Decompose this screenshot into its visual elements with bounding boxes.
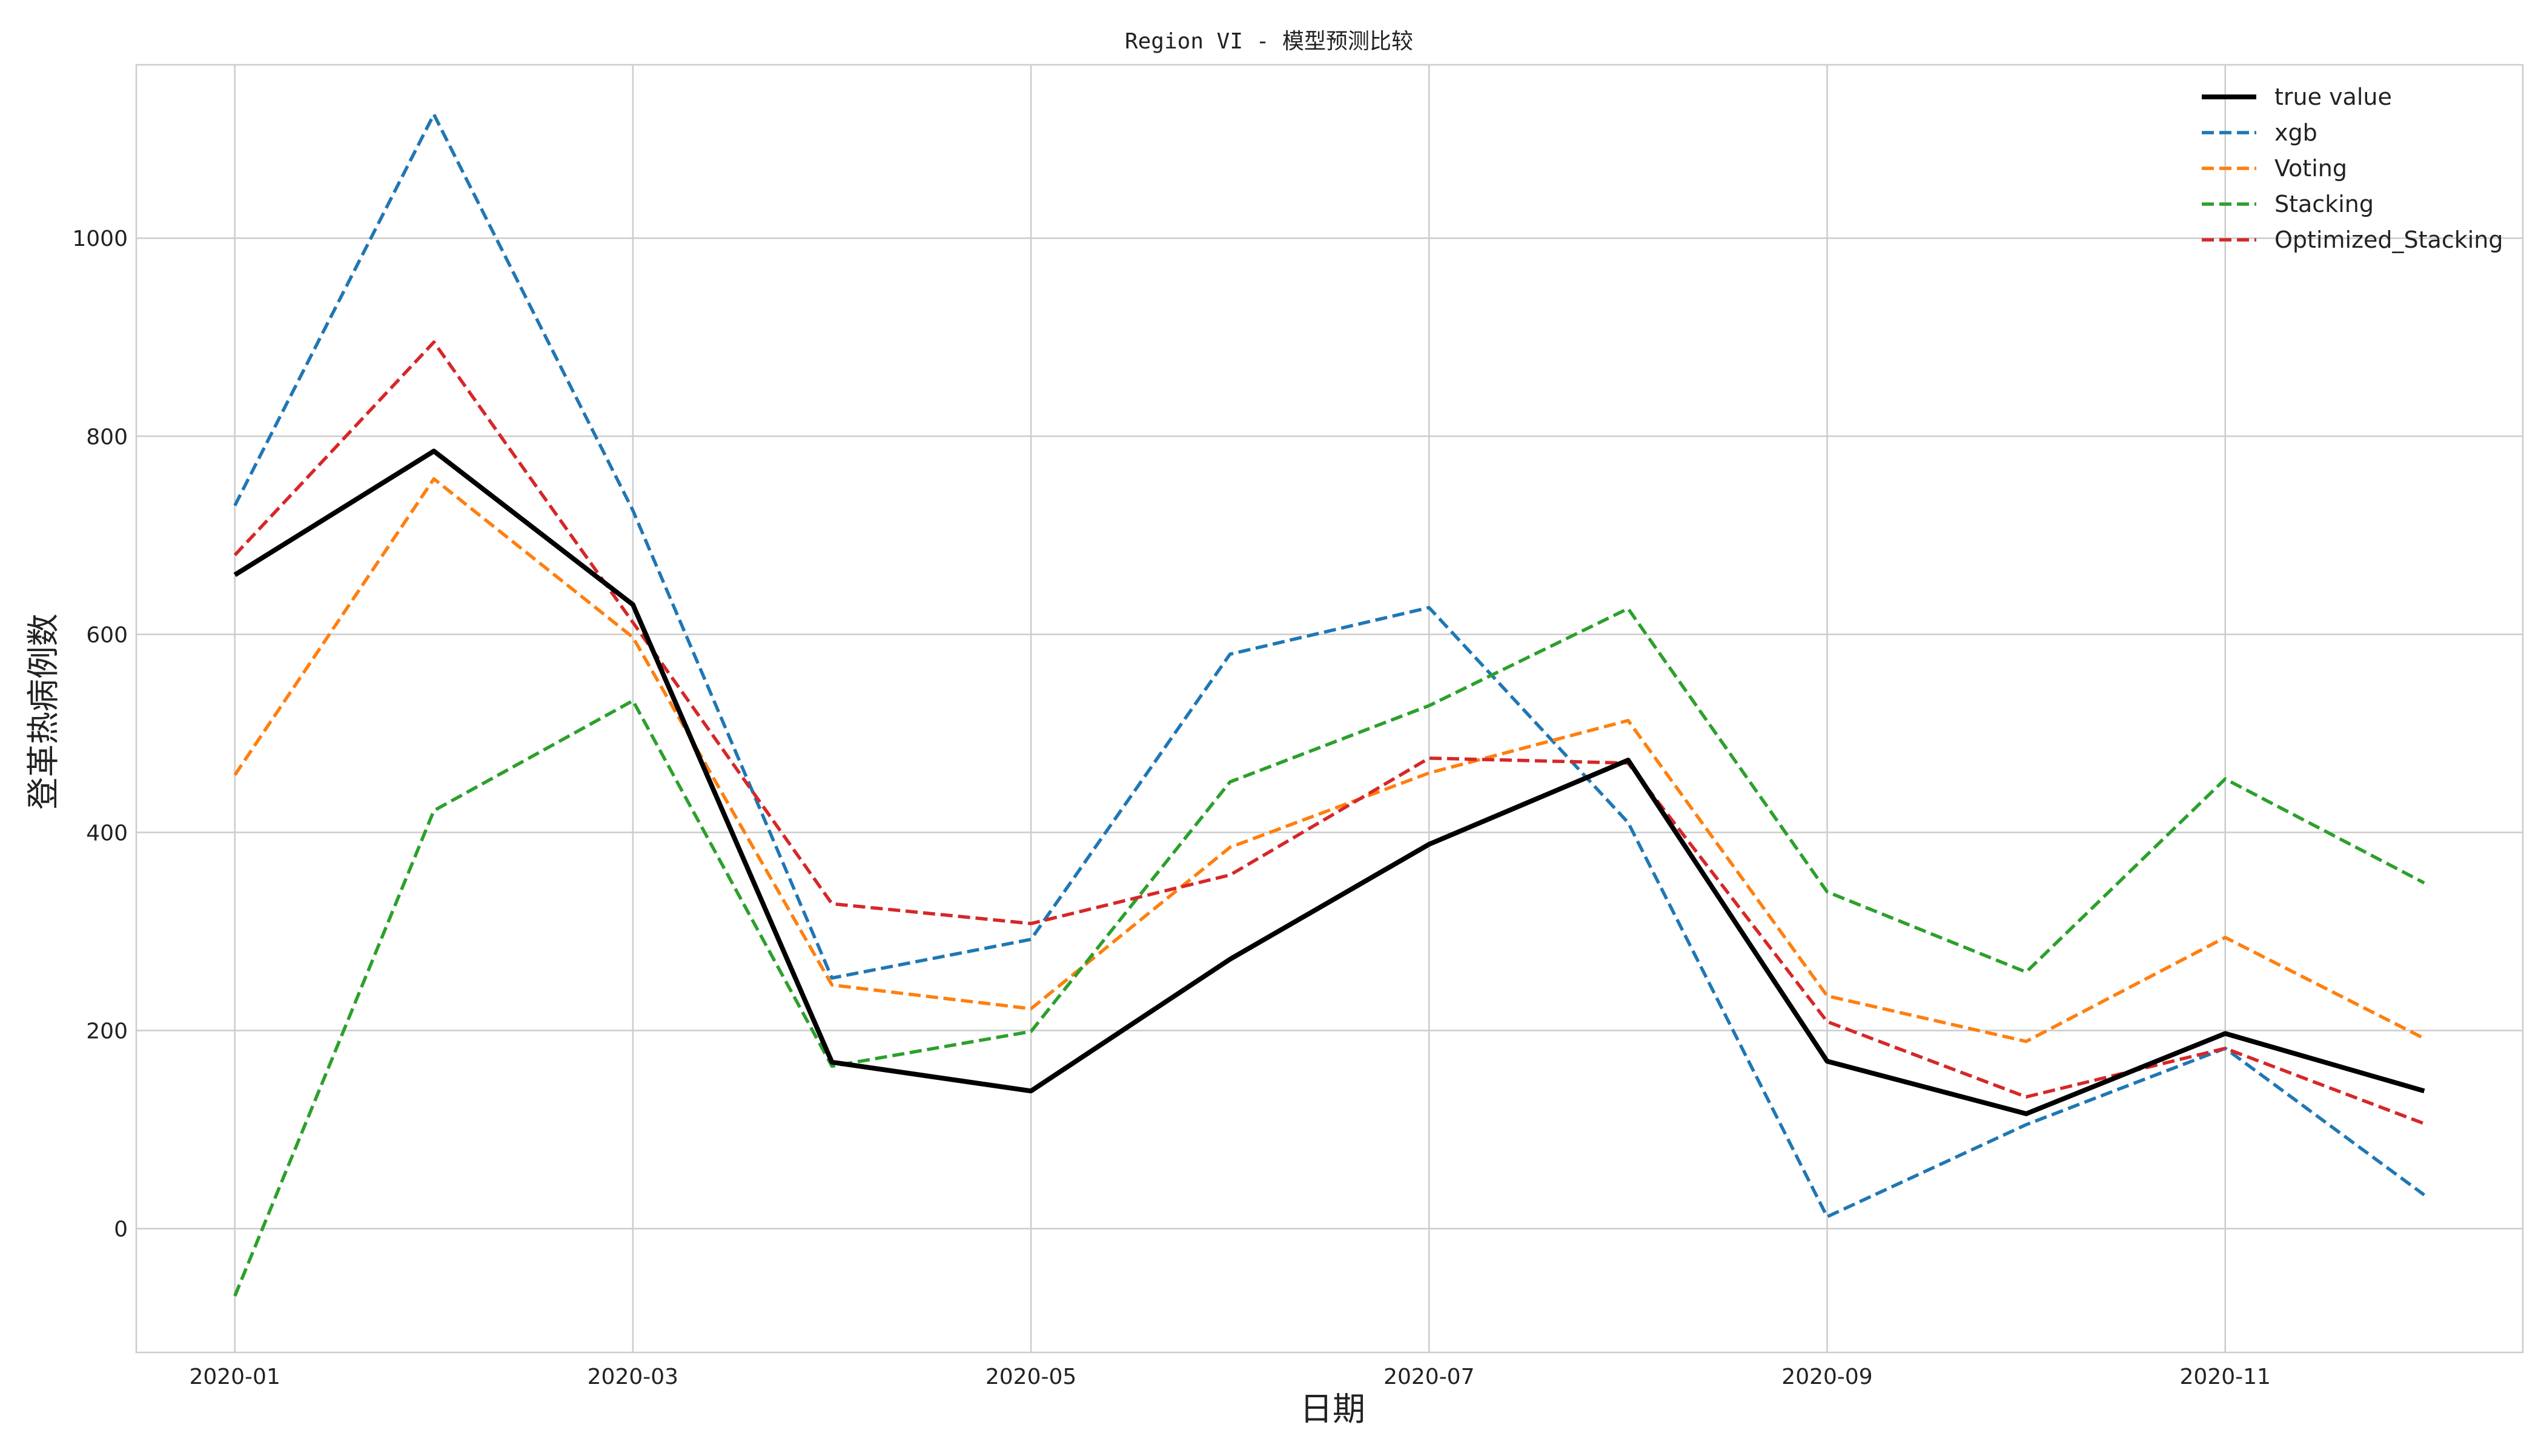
y-tick-label: 800 <box>86 425 128 449</box>
x-tick-label: 2020-11 <box>2180 1365 2271 1389</box>
y-axis-label: 登革热病例数 <box>24 614 62 810</box>
tick-labels: 2020-01 2020-03 2020-05 2020-07 2020-09 2020-… <box>72 227 2271 1389</box>
legend: true value xgb Voting Stacking Optimized_Sta… <box>2202 84 2503 253</box>
y-tick-label: 0 <box>114 1217 128 1242</box>
x-tick-label: 2020-01 <box>189 1365 280 1389</box>
x-tick-label: 2020-03 <box>588 1365 678 1389</box>
chart-title: Region VI - 模型预测比较 <box>1125 29 1413 54</box>
legend-label-voting: Voting <box>2274 155 2347 182</box>
series-line-xgb <box>233 113 2425 1219</box>
series-line-true-value <box>233 448 2425 1116</box>
grid-lines <box>136 65 2523 1352</box>
series-line-optimized-stacking <box>233 340 2425 1125</box>
y-tick-label: 600 <box>86 623 128 647</box>
x-tick-label: 2020-09 <box>1781 1365 1872 1389</box>
y-tick-label: 400 <box>86 821 128 845</box>
legend-label-optimized-stacking: Optimized_Stacking <box>2274 227 2503 253</box>
x-axis-label: 日期 <box>1300 1390 1365 1428</box>
legend-label-xgb: xgb <box>2274 119 2317 146</box>
legend-label-true-value: true value <box>2274 84 2392 110</box>
plot-frame <box>135 64 2524 1354</box>
x-tick-label: 2020-07 <box>1383 1365 1474 1389</box>
x-tick-label: 2020-05 <box>985 1365 1076 1389</box>
legend-label-stacking: Stacking <box>2274 191 2374 217</box>
series-line-voting <box>233 477 2425 1044</box>
series-line-stacking <box>233 607 2425 1297</box>
y-tick-label: 1000 <box>72 227 128 251</box>
y-tick-label: 200 <box>86 1019 128 1044</box>
series-lines <box>233 113 2425 1297</box>
